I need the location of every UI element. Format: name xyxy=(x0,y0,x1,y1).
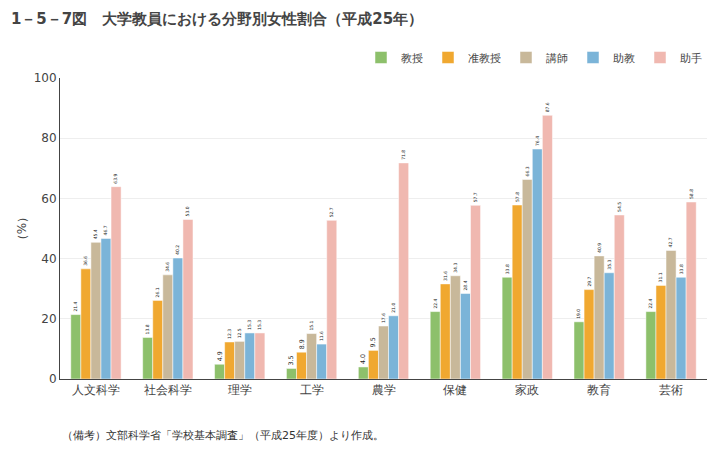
svg-text:28.4: 28.4 xyxy=(463,280,468,290)
svg-text:15.3: 15.3 xyxy=(247,320,252,330)
svg-text:教授: 教授 xyxy=(401,52,423,65)
svg-text:63.9: 63.9 xyxy=(113,173,118,183)
svg-text:工学: 工学 xyxy=(300,383,324,397)
svg-text:（%）: （%） xyxy=(15,211,29,246)
svg-text:40: 40 xyxy=(41,252,56,266)
svg-text:4.9: 4.9 xyxy=(216,351,223,361)
svg-text:52.7: 52.7 xyxy=(329,207,334,217)
svg-text:45.4: 45.4 xyxy=(93,229,98,239)
svg-text:76.4: 76.4 xyxy=(535,136,540,146)
svg-text:保健: 保健 xyxy=(443,383,467,397)
svg-text:助教: 助教 xyxy=(613,52,635,65)
svg-text:（備考）文部科学省「学校基本調査」（平成25年度）より作成。: （備考）文部科学省「学校基本調査」（平成25年度）より作成。 xyxy=(62,429,384,442)
svg-text:26.1: 26.1 xyxy=(155,287,160,297)
svg-text:講師: 講師 xyxy=(546,52,568,65)
svg-text:3.5: 3.5 xyxy=(287,355,294,365)
svg-text:4.0: 4.0 xyxy=(359,354,366,364)
svg-text:0: 0 xyxy=(49,372,57,386)
svg-text:17.6: 17.6 xyxy=(381,313,386,323)
svg-text:35.3: 35.3 xyxy=(607,260,612,270)
svg-text:29.7: 29.7 xyxy=(587,276,592,286)
svg-text:15.3: 15.3 xyxy=(257,320,262,330)
svg-text:54.5: 54.5 xyxy=(617,202,622,212)
svg-text:准教授: 准教授 xyxy=(468,52,501,65)
svg-text:36.6: 36.6 xyxy=(83,256,88,266)
svg-text:100: 100 xyxy=(34,71,57,85)
svg-text:34.6: 34.6 xyxy=(165,262,170,272)
svg-text:22.4: 22.4 xyxy=(648,298,653,308)
svg-text:8.9: 8.9 xyxy=(298,339,305,349)
svg-text:40.2: 40.2 xyxy=(175,245,180,255)
svg-text:33.8: 33.8 xyxy=(505,264,510,274)
svg-text:33.8: 33.8 xyxy=(679,264,684,274)
svg-text:15.1: 15.1 xyxy=(309,320,314,330)
svg-text:71.8: 71.8 xyxy=(401,150,406,160)
svg-text:社会科学: 社会科学 xyxy=(144,383,192,397)
svg-text:20: 20 xyxy=(41,312,56,326)
svg-text:12.3: 12.3 xyxy=(227,329,232,339)
svg-text:40.9: 40.9 xyxy=(597,243,602,253)
svg-text:1－5－7図 大学教員における分野別女性割合（平成25年）: 1－5－7図 大学教員における分野別女性割合（平成25年） xyxy=(11,10,423,28)
svg-text:58.8: 58.8 xyxy=(689,189,694,199)
svg-text:家政: 家政 xyxy=(515,383,539,397)
svg-text:80: 80 xyxy=(41,131,56,145)
svg-text:11.6: 11.6 xyxy=(319,331,324,341)
svg-text:13.8: 13.8 xyxy=(145,324,150,334)
svg-text:人文科学: 人文科学 xyxy=(72,383,120,397)
svg-text:87.6: 87.6 xyxy=(545,102,550,112)
svg-text:57.8: 57.8 xyxy=(515,192,520,202)
svg-text:66.3: 66.3 xyxy=(525,166,530,176)
svg-text:12.5: 12.5 xyxy=(237,328,242,338)
svg-text:60: 60 xyxy=(41,192,56,206)
svg-text:教育: 教育 xyxy=(587,383,611,397)
svg-text:21.4: 21.4 xyxy=(73,301,78,311)
svg-text:57.7: 57.7 xyxy=(473,192,478,202)
svg-text:芸術: 芸術 xyxy=(659,383,683,397)
svg-text:53.0: 53.0 xyxy=(185,206,190,216)
svg-text:農学: 農学 xyxy=(372,383,396,397)
svg-text:21.0: 21.0 xyxy=(391,303,396,313)
svg-text:理学: 理学 xyxy=(228,383,252,397)
svg-text:22.4: 22.4 xyxy=(433,298,438,308)
svg-text:31.1: 31.1 xyxy=(658,272,663,282)
svg-text:31.6: 31.6 xyxy=(443,271,448,281)
svg-text:助手: 助手 xyxy=(680,52,702,65)
svg-text:34.3: 34.3 xyxy=(453,263,458,273)
svg-text:19.0: 19.0 xyxy=(576,309,581,319)
svg-text:9.5: 9.5 xyxy=(369,337,376,347)
svg-text:42.7: 42.7 xyxy=(668,237,673,247)
svg-text:46.7: 46.7 xyxy=(103,225,108,235)
